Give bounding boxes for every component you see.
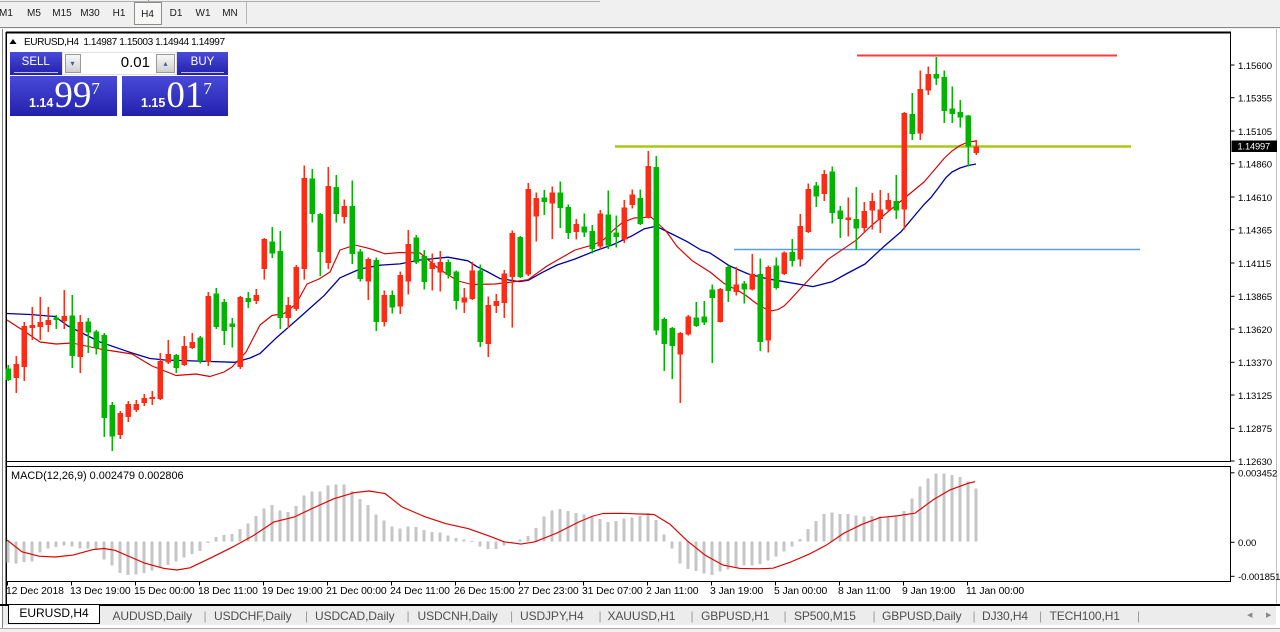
svg-text:1.12875: 1.12875: [1238, 424, 1272, 435]
svg-text:1.15355: 1.15355: [1238, 94, 1272, 105]
svg-text:0.00: 0.00: [1238, 538, 1256, 549]
svg-text:1.14115: 1.14115: [1238, 259, 1271, 270]
svg-text:0.003452: 0.003452: [1238, 469, 1277, 480]
svg-text:18 Dec 11:00: 18 Dec 11:00: [198, 586, 258, 597]
svg-text:9 Jan 19:00: 9 Jan 19:00: [902, 586, 956, 597]
svg-text:1.12630: 1.12630: [1238, 457, 1272, 468]
svg-text:1.15600: 1.15600: [1238, 61, 1272, 72]
svg-text:11 Jan 00:00: 11 Jan 00:00: [966, 586, 1024, 597]
svg-text:19 Dec 19:00: 19 Dec 19:00: [262, 586, 323, 597]
svg-text:1.13370: 1.13370: [1238, 358, 1272, 369]
svg-text:EURUSD,H4 1.14987 1.15003 1.1: EURUSD,H4 1.14987 1.15003 1.14944 1.1499…: [24, 37, 225, 48]
svg-text:1.14365: 1.14365: [1238, 226, 1272, 237]
svg-text:MACD(12,26,9) 0.002479 0.00280: MACD(12,26,9) 0.002479 0.002806: [11, 470, 184, 482]
svg-text:2 Jan 11:00: 2 Jan 11:00: [646, 586, 699, 597]
svg-text:12 Dec 2018: 12 Dec 2018: [6, 586, 64, 597]
svg-text:1.14997: 1.14997: [1238, 142, 1271, 152]
svg-text:3 Jan 19:00: 3 Jan 19:00: [710, 586, 764, 597]
svg-text:1.13125: 1.13125: [1238, 391, 1272, 402]
svg-text:15 Dec 00:00: 15 Dec 00:00: [134, 586, 195, 597]
svg-text:1.14610: 1.14610: [1238, 193, 1272, 204]
svg-text:1.14860: 1.14860: [1238, 160, 1272, 171]
svg-text:21 Dec 00:00: 21 Dec 00:00: [326, 586, 387, 597]
svg-text:5 Jan 00:00: 5 Jan 00:00: [774, 586, 828, 597]
svg-text:24 Dec 11:00: 24 Dec 11:00: [390, 586, 450, 597]
svg-text:26 Dec 15:00: 26 Dec 15:00: [454, 586, 515, 597]
svg-text:1.13620: 1.13620: [1238, 325, 1272, 336]
svg-text:27 Dec 23:00: 27 Dec 23:00: [518, 586, 579, 597]
svg-text:8 Jan 11:00: 8 Jan 11:00: [838, 586, 891, 597]
svg-text:1.13865: 1.13865: [1238, 292, 1272, 303]
svg-text:31 Dec 07:00: 31 Dec 07:00: [582, 586, 643, 597]
svg-text:13 Dec 19:00: 13 Dec 19:00: [70, 586, 131, 597]
svg-text:1.15105: 1.15105: [1238, 127, 1272, 138]
svg-text:-0.001851: -0.001851: [1238, 572, 1280, 583]
